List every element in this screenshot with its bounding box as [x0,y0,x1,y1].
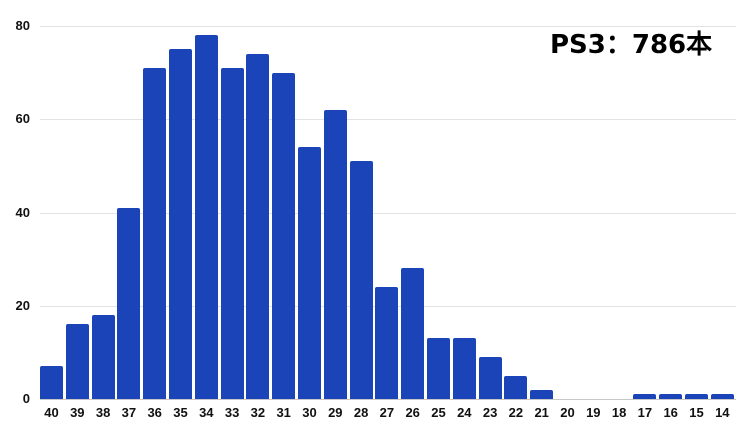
x-tick-label: 22 [508,405,524,420]
bar [633,394,657,399]
x-tick-label: 27 [379,405,395,420]
x-tick-label: 24 [457,405,472,420]
bar [349,161,373,399]
x-tick-label: 23 [482,405,498,420]
y-tick-label: 0 [22,391,30,406]
bar [220,67,244,399]
y-tick-label: 40 [15,204,30,220]
x-tick-label: 16 [663,405,678,420]
bar [659,394,683,399]
y-tick-label: 80 [15,18,30,33]
bar [194,35,218,399]
x-tick-label: 39 [70,405,85,420]
y-tick-label: 20 [15,297,30,313]
x-tick-label: 36 [147,405,162,420]
bar [375,287,399,399]
gridline [40,119,736,121]
bar [40,366,63,399]
bar [478,357,502,399]
bar [427,338,450,399]
bar [169,49,192,399]
y-tick-label: 60 [15,111,30,127]
x-tick-label: 17 [637,405,653,420]
bar [452,338,476,399]
bar [272,72,296,399]
bar [685,394,708,399]
bar [530,389,554,399]
x-tick-label: 19 [586,405,601,420]
x-tick-label: 14 [715,405,730,420]
x-tick-label: 40 [44,405,59,420]
bar [91,315,115,399]
x-tick-label: 32 [250,405,266,420]
chart-title: PS3：786本 [550,30,713,60]
x-tick-label: 35 [173,405,188,420]
x-tick-label: 30 [302,405,317,420]
x-tick-label: 38 [95,405,111,420]
x-tick-label: 20 [560,405,575,420]
x-tick-label: 15 [689,405,704,420]
x-tick-label: 29 [328,405,343,420]
x-tick-label: 26 [405,405,420,420]
x-tick-label: 33 [224,405,240,420]
bar [143,67,167,399]
bar [298,147,321,399]
bar [710,394,734,399]
x-tick-label: 18 [611,405,627,420]
gridline [40,212,736,214]
x-tick-label: 28 [353,405,369,420]
bar [504,375,528,399]
x-tick-label: 31 [276,405,291,420]
bar [246,53,270,399]
gridline [40,26,736,27]
bar [323,109,347,399]
bar [401,268,425,399]
baseline [40,399,736,400]
bar [117,207,141,399]
x-tick-label: 21 [534,405,549,420]
x-tick-label: 25 [431,405,446,420]
x-tick-label: 37 [121,405,137,420]
bar [65,324,89,399]
x-tick-label: 34 [199,405,214,420]
